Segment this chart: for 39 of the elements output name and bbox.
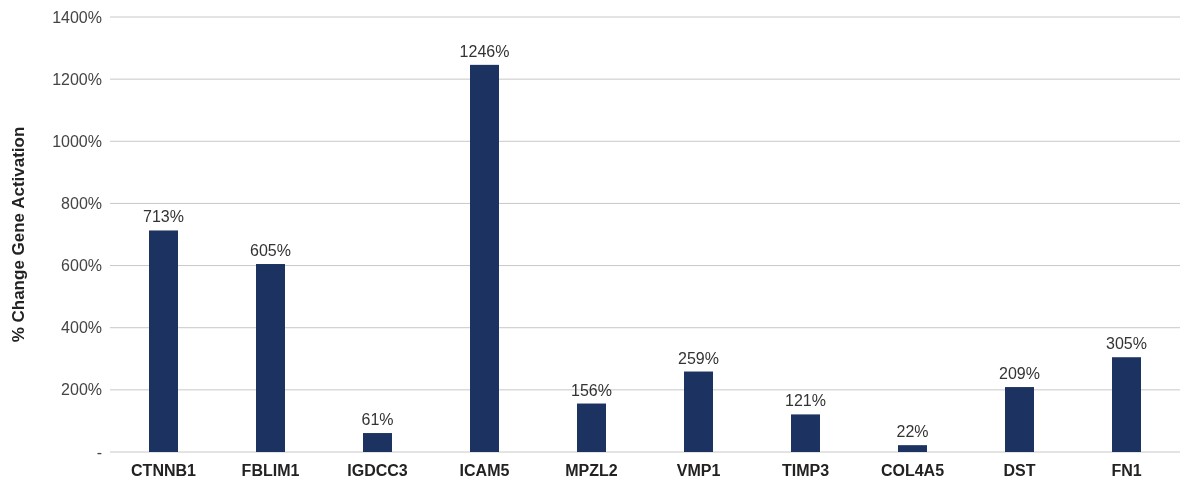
y-axis-title: % Change Gene Activation <box>9 126 28 343</box>
bar <box>1112 357 1141 452</box>
x-tick-label: CTNNB1 <box>131 462 197 479</box>
y-tick-label: 1400% <box>52 8 102 26</box>
bar <box>149 230 178 452</box>
x-tick-label: ICAM5 <box>459 462 510 479</box>
data-label: 605% <box>250 242 291 260</box>
x-tick-label: FBLIM1 <box>241 462 300 479</box>
y-tick-label: 800% <box>61 195 102 213</box>
x-tick-label: MPZL2 <box>565 462 618 479</box>
x-tick-label: IGDCC3 <box>347 462 408 479</box>
data-label: 713% <box>143 208 184 226</box>
y-tick-label: 1200% <box>52 70 102 88</box>
x-tick-label: FN1 <box>1111 462 1142 479</box>
y-tick-label: 1000% <box>52 132 102 150</box>
bar <box>363 433 392 452</box>
y-tick-label: 600% <box>61 257 102 275</box>
data-label: 1246% <box>459 42 510 60</box>
data-label: 61% <box>361 411 394 429</box>
bar <box>1005 387 1034 452</box>
data-label: 22% <box>896 423 929 441</box>
data-label: 259% <box>678 349 719 367</box>
data-label: 121% <box>785 392 826 410</box>
x-tick-label: DST <box>1003 462 1036 479</box>
bar <box>898 445 927 452</box>
x-tick-label: TIMP3 <box>781 462 830 479</box>
x-tick-label: COL4A5 <box>880 462 945 479</box>
data-label: 305% <box>1106 335 1147 353</box>
y-tick-label: - <box>96 443 102 461</box>
bar <box>256 264 285 452</box>
data-label: 209% <box>999 365 1040 383</box>
y-tick-label: 200% <box>61 381 102 399</box>
bar <box>684 371 713 452</box>
bar <box>791 414 820 452</box>
data-label: 156% <box>571 381 612 399</box>
bar <box>577 403 606 452</box>
bar <box>470 64 499 452</box>
x-tick-label: VMP1 <box>676 462 721 479</box>
y-tick-label: 400% <box>61 319 102 337</box>
